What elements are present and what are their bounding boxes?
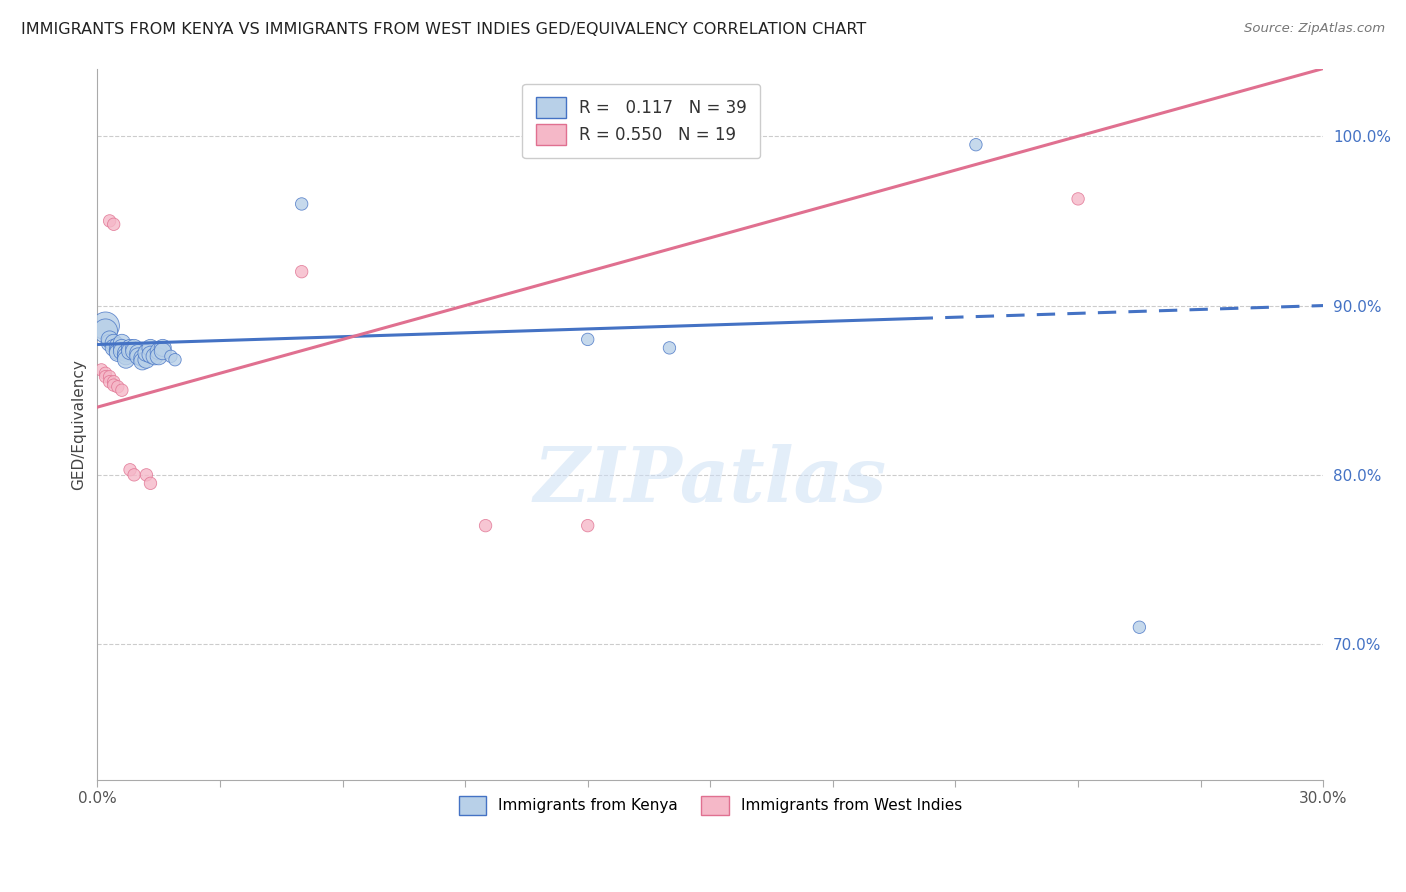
Point — [107, 380, 129, 394]
Text: Source: ZipAtlas.com: Source: ZipAtlas.com — [1244, 22, 1385, 36]
Point — [111, 341, 134, 355]
Point — [965, 137, 987, 152]
Point — [127, 349, 149, 363]
Point — [474, 518, 496, 533]
Point — [135, 352, 157, 367]
Point — [98, 333, 121, 347]
Text: IMMIGRANTS FROM KENYA VS IMMIGRANTS FROM WEST INDIES GED/EQUIVALENCY CORRELATION: IMMIGRANTS FROM KENYA VS IMMIGRANTS FROM… — [21, 22, 866, 37]
Point — [148, 344, 170, 359]
Point — [139, 341, 162, 355]
Y-axis label: GED/Equivalency: GED/Equivalency — [72, 359, 86, 490]
Point — [94, 324, 117, 338]
Point — [118, 344, 141, 359]
Point — [103, 378, 125, 392]
Point — [1128, 620, 1150, 634]
Point — [127, 346, 149, 360]
Point — [122, 341, 145, 355]
Point — [152, 341, 174, 355]
Point — [658, 341, 681, 355]
Point — [90, 363, 112, 377]
Point — [94, 318, 117, 333]
Point — [576, 518, 599, 533]
Point — [122, 467, 145, 482]
Point — [291, 197, 314, 211]
Point — [111, 383, 134, 397]
Point — [107, 346, 129, 360]
Point — [163, 352, 186, 367]
Point — [148, 349, 170, 363]
Point — [103, 375, 125, 389]
Point — [98, 214, 121, 228]
Point — [576, 333, 599, 347]
Point — [98, 369, 121, 384]
Point — [94, 366, 117, 380]
Point — [131, 351, 153, 365]
Point — [118, 341, 141, 355]
Point — [160, 349, 183, 363]
Point — [291, 265, 314, 279]
Point — [118, 463, 141, 477]
Point — [135, 467, 157, 482]
Point — [152, 344, 174, 359]
Point — [107, 344, 129, 359]
Point — [107, 339, 129, 353]
Point — [115, 352, 138, 367]
Point — [143, 349, 166, 363]
Point — [111, 335, 134, 350]
Point — [98, 335, 121, 350]
Point — [115, 346, 138, 360]
Point — [111, 344, 134, 359]
Legend: Immigrants from Kenya, Immigrants from West Indies: Immigrants from Kenya, Immigrants from W… — [449, 785, 973, 825]
Point — [103, 217, 125, 231]
Point — [94, 369, 117, 384]
Point — [103, 335, 125, 350]
Point — [139, 476, 162, 491]
Point — [98, 375, 121, 389]
Point — [131, 354, 153, 368]
Text: ZIPatlas: ZIPatlas — [534, 444, 887, 518]
Point — [135, 346, 157, 360]
Point — [115, 349, 138, 363]
Point — [122, 344, 145, 359]
Point — [1067, 192, 1090, 206]
Point — [139, 348, 162, 362]
Point — [103, 341, 125, 355]
